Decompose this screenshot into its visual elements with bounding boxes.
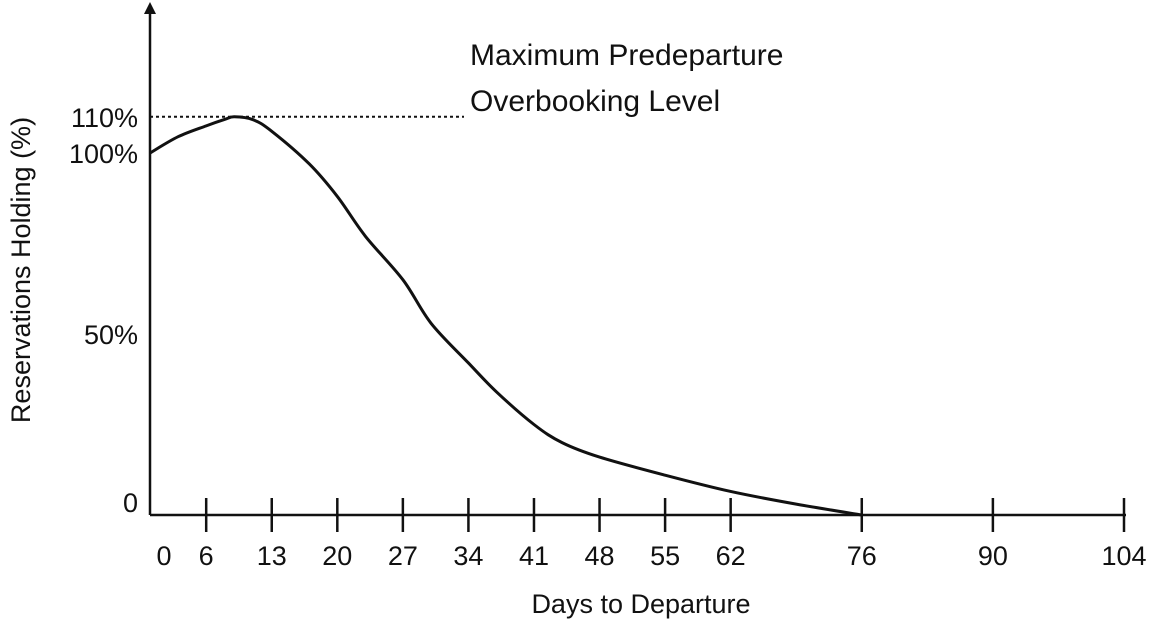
- x-axis-title: Days to Departure: [531, 589, 750, 619]
- x-ticks: 0 6 13 20 27 34 41 48 55 62 76 90 104: [156, 498, 1147, 571]
- x-tick-label-27: 27: [388, 541, 418, 571]
- x-tick-label-13: 13: [257, 541, 287, 571]
- y-tick-labels: 0 50% 100% 110%: [69, 103, 138, 518]
- series-line-reservations-holding: [149, 115, 863, 517]
- y-tick-label-0: 0: [123, 488, 138, 518]
- x-tick-label-104: 104: [1101, 541, 1146, 571]
- x-tick-label-55: 55: [650, 541, 680, 571]
- x-tick-label-76: 76: [847, 541, 877, 571]
- axes: [144, 2, 1126, 517]
- x-tick-label-34: 34: [453, 541, 483, 571]
- x-tick-label-48: 48: [585, 541, 615, 571]
- x-tick-label-41: 41: [519, 541, 549, 571]
- annotation-line-2: Overbooking Level: [470, 85, 720, 118]
- x-tick-label-0: 0: [156, 541, 171, 571]
- x-tick-label-62: 62: [716, 541, 746, 571]
- annotation-line-1: Maximum Predeparture: [470, 39, 783, 72]
- y-tick-label-50: 50%: [84, 320, 138, 350]
- y-tick-label-100: 100%: [69, 139, 138, 169]
- y-tick-label-110: 110%: [71, 103, 138, 133]
- y-axis-arrow-icon: [144, 2, 156, 14]
- x-tick-label-90: 90: [978, 541, 1008, 571]
- y-axis-title: Reservations Holding (%): [6, 117, 36, 423]
- x-tick-label-6: 6: [199, 541, 214, 571]
- x-tick-label-20: 20: [322, 541, 352, 571]
- series-layer: [149, 115, 863, 517]
